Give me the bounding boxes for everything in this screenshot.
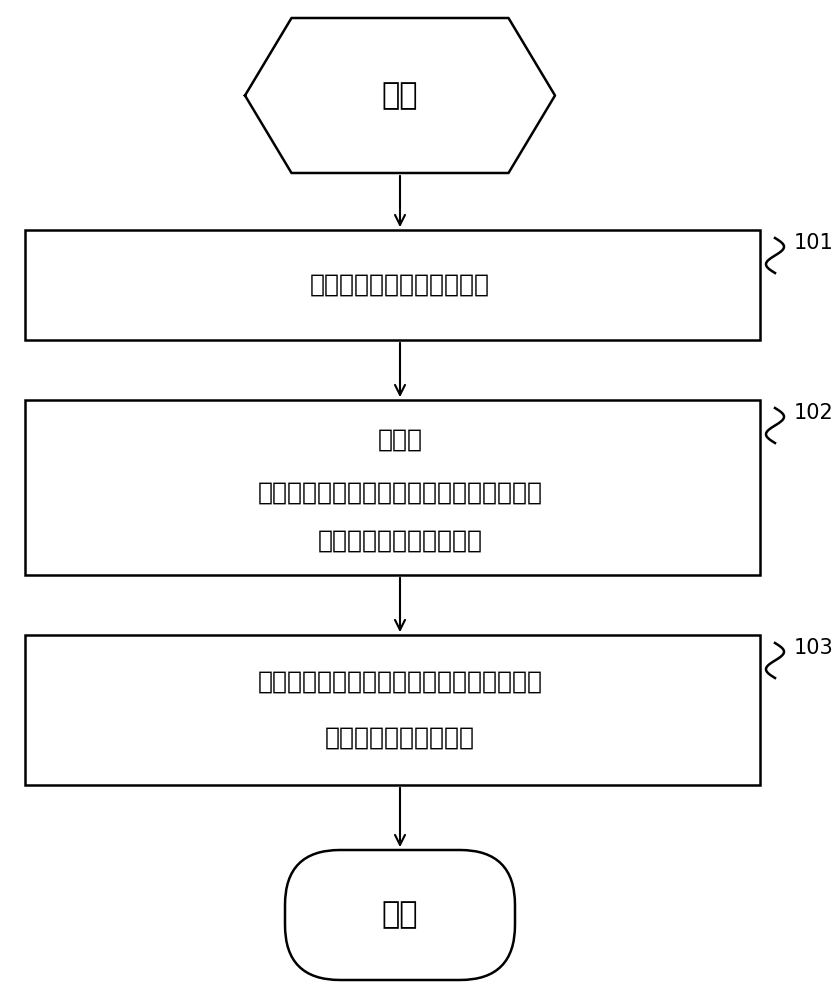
Text: 应用功能进入禁能状态: 应用功能进入禁能状态 [324, 726, 475, 750]
Bar [25, 400, 759, 575]
Text: 开始: 开始 [381, 81, 418, 110]
Text: 车辆控制器的上电次数超过预设的上电次数: 车辆控制器的上电次数超过预设的上电次数 [257, 481, 542, 504]
Text: 结束: 结束 [381, 900, 418, 930]
Bar [25, 230, 759, 340]
Bar [25, 635, 759, 785]
Polygon shape [245, 18, 554, 173]
Text: 103: 103 [793, 638, 833, 658]
Text: 获取车辆控制器的上电次数: 获取车辆控制器的上电次数 [309, 273, 489, 297]
Text: 阈值时，产生一控制指令: 阈值时，产生一控制指令 [317, 528, 482, 552]
Text: 102: 102 [793, 403, 833, 423]
FancyBboxPatch shape [285, 850, 514, 980]
Text: 101: 101 [793, 233, 833, 253]
Text: 在所述: 在所述 [377, 428, 422, 452]
Text: 根据所述控制指令，控制所述车辆控制器的: 根据所述控制指令，控制所述车辆控制器的 [257, 670, 542, 694]
